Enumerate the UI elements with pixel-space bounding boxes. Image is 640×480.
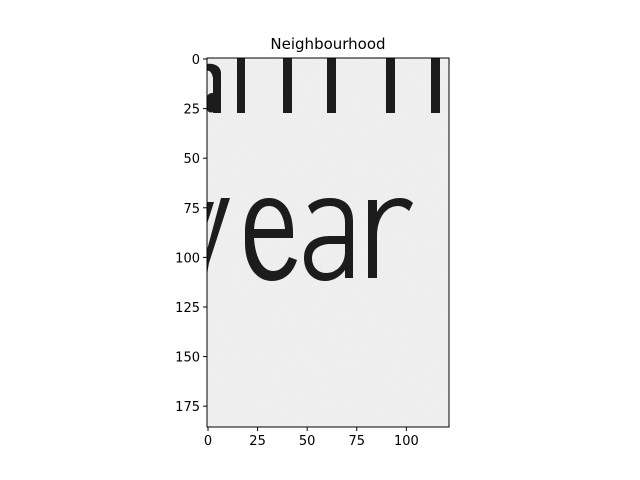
- image-area: [207, 58, 449, 427]
- x-axis: 0 25 50 75 100: [204, 427, 419, 449]
- chart-title: Neighbourhood: [270, 35, 385, 53]
- y-tick-label: 0: [192, 53, 200, 68]
- y-tick-label: 125: [175, 301, 200, 316]
- x-tick-label: 25: [249, 434, 266, 449]
- y-tick-label: 150: [175, 351, 200, 366]
- x-tick-label: 100: [394, 434, 419, 449]
- y-tick-label: 25: [183, 103, 200, 118]
- x-tick-label: 75: [348, 434, 365, 449]
- y-tick-label: 100: [175, 251, 200, 266]
- y-tick-label: 50: [183, 152, 200, 167]
- y-tick-label: 175: [175, 400, 200, 415]
- y-axis: 0 25 50 75 100 125 150 175: [175, 53, 207, 415]
- y-tick-label: 75: [183, 202, 200, 217]
- x-tick-label: 50: [299, 434, 316, 449]
- x-tick-label: 0: [204, 434, 212, 449]
